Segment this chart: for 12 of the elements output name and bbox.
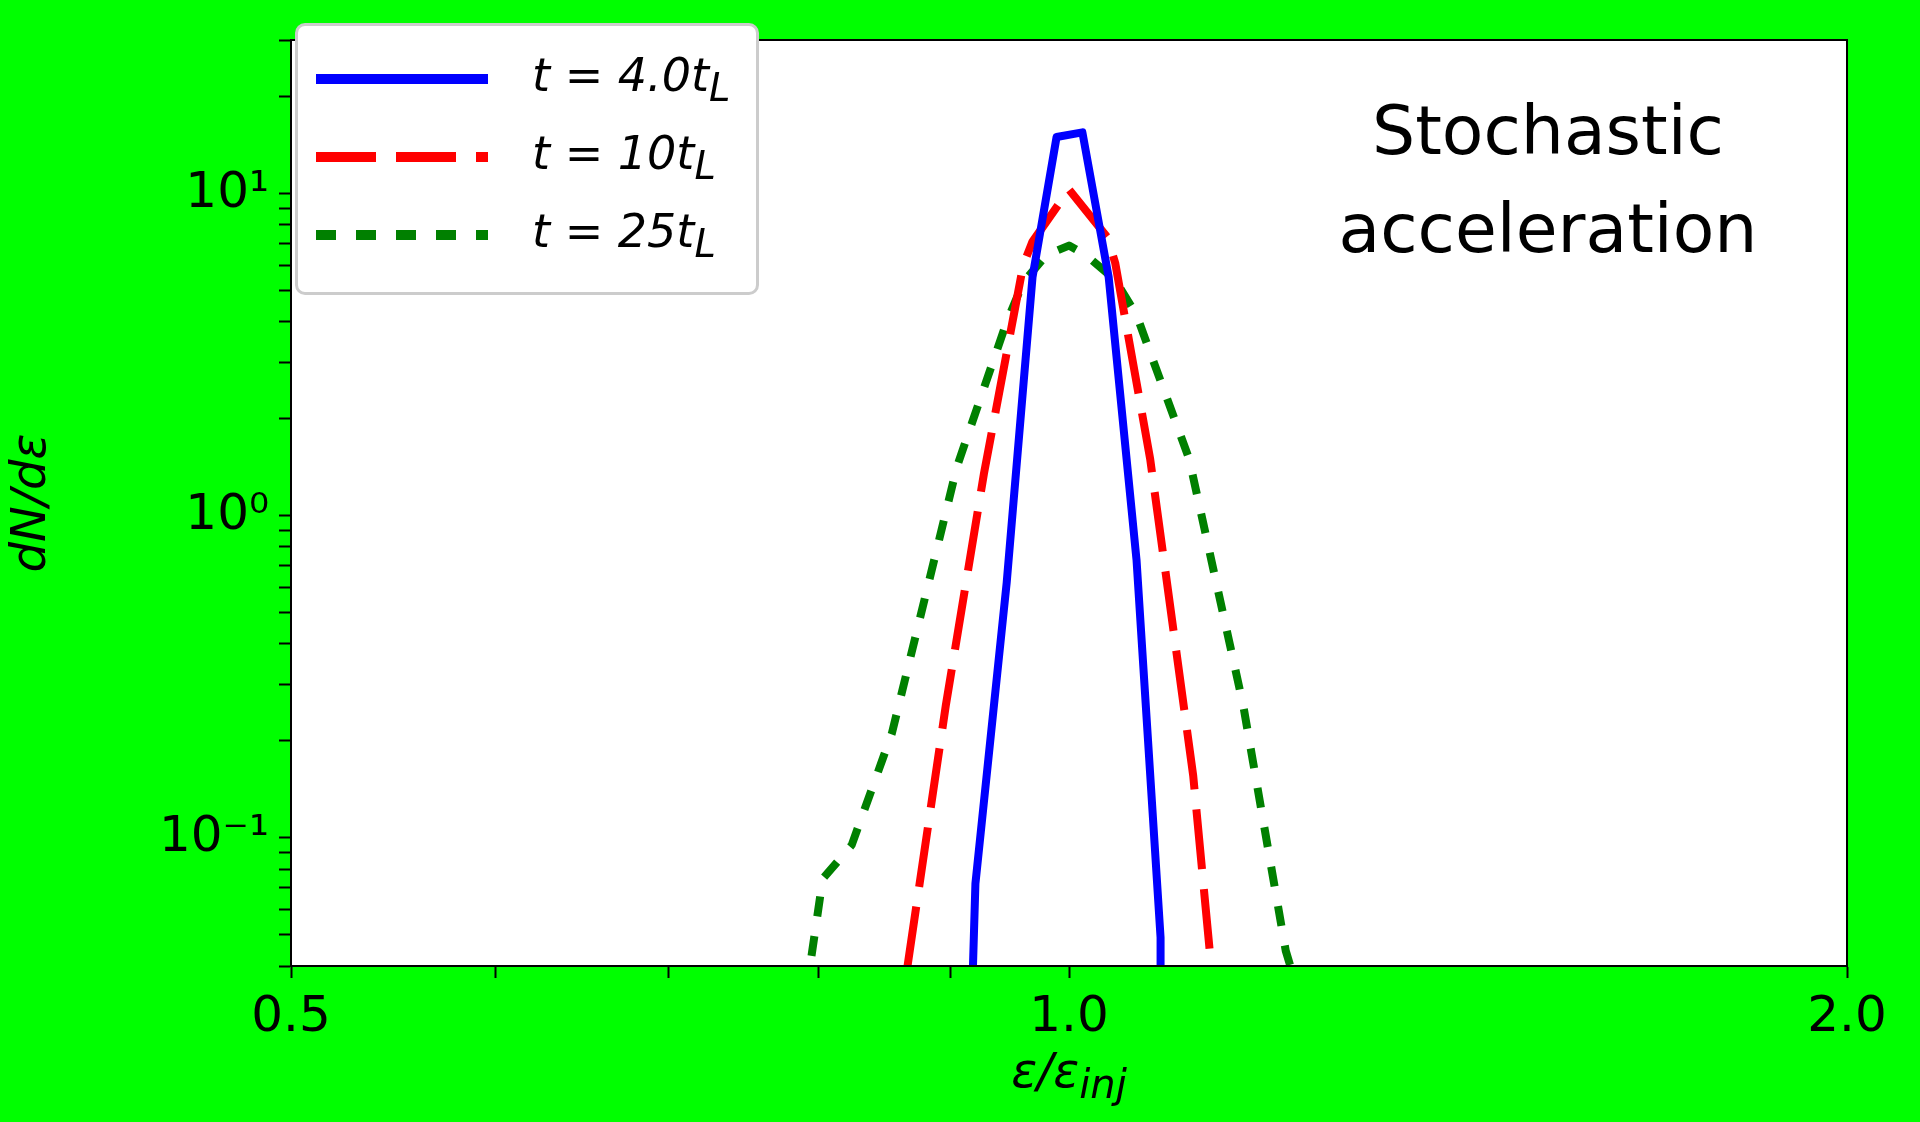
- x-tick-label: 0.5: [251, 984, 331, 1043]
- y-tick-label: 10⁻¹: [158, 804, 269, 863]
- legend-label: t = 10t$_{L}$: [532, 125, 716, 189]
- legend-label: t = 25t$_{L}$: [532, 203, 716, 267]
- y-tick-label: 10⁰: [185, 482, 269, 541]
- annotation: Stochastic acceleration: [1337, 90, 1759, 270]
- x-tick-label: 1.0: [1029, 984, 1109, 1043]
- legend-label: t = 4.0t$_{L}$: [532, 47, 731, 111]
- y-tick-label: 10¹: [185, 160, 269, 219]
- x-axis-title: ε/ε$_{inj}$: [1011, 1042, 1127, 1107]
- x-tick-label: 2.0: [1807, 984, 1887, 1043]
- y-axis-title: dN/dε: [0, 433, 57, 573]
